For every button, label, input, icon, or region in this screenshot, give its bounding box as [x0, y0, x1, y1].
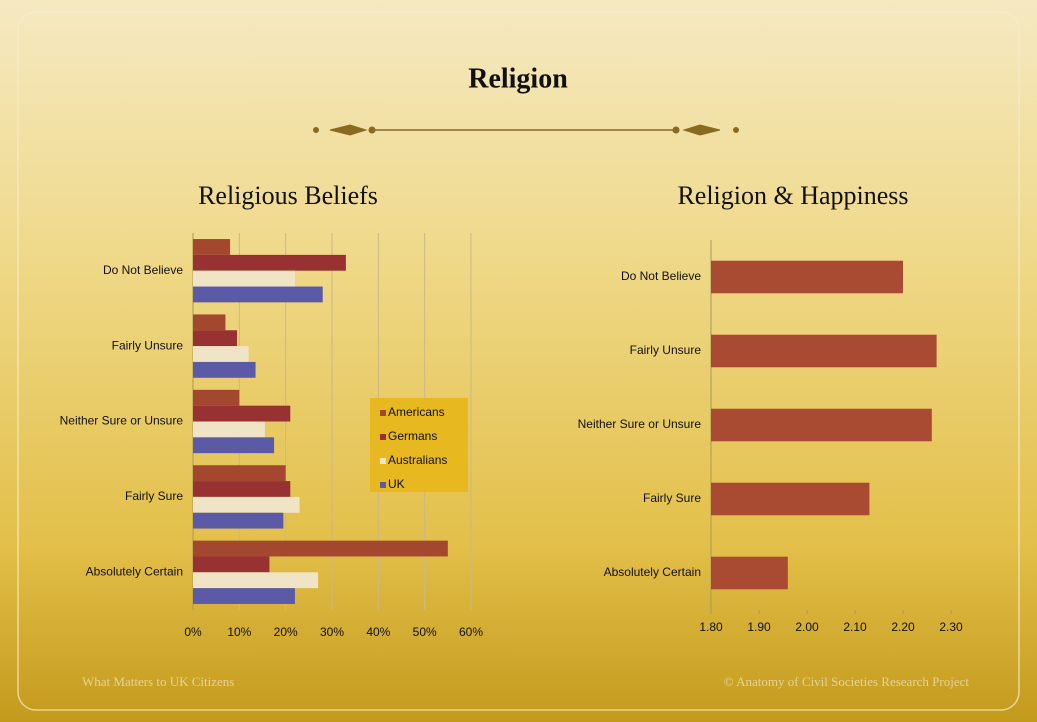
bar	[193, 390, 239, 406]
chart-title: Religious Beliefs	[198, 181, 378, 210]
x-tick-label: 30%	[320, 625, 344, 639]
legend-swatch	[380, 458, 386, 464]
y-tick-label: Absolutely Certain	[86, 564, 183, 578]
legend-swatch	[380, 434, 386, 440]
bar	[193, 406, 290, 422]
bar	[193, 588, 295, 604]
bar	[193, 346, 249, 362]
chart-title: Religion & Happiness	[677, 181, 908, 210]
x-tick-label: 1.80	[699, 620, 723, 634]
y-tick-label: Do Not Believe	[103, 263, 183, 277]
bar	[193, 572, 318, 588]
bar	[193, 465, 286, 481]
footer-right: © Anatomy of Civil Societies Research Pr…	[724, 674, 970, 689]
bar	[193, 556, 269, 572]
y-tick-label: Absolutely Certain	[604, 565, 701, 579]
y-tick-label: Fairly Unsure	[112, 338, 184, 352]
bar	[193, 239, 230, 255]
x-tick-label: 2.30	[939, 620, 963, 634]
legend-swatch	[380, 482, 386, 488]
y-tick-label: Do Not Believe	[621, 269, 701, 283]
bar	[193, 497, 300, 513]
bar	[711, 335, 937, 368]
x-tick-label: 40%	[366, 625, 390, 639]
bar	[193, 255, 346, 271]
footer-left: What Matters to UK Citizens	[82, 674, 234, 689]
x-tick-label: 20%	[274, 625, 298, 639]
bar	[193, 437, 274, 453]
y-tick-label: Neither Sure or Unsure	[578, 417, 702, 431]
bar	[193, 422, 265, 438]
x-tick-label: 2.10	[843, 620, 867, 634]
bar	[193, 362, 256, 378]
x-tick-label: 2.00	[795, 620, 819, 634]
bar	[711, 261, 903, 294]
bar	[193, 513, 283, 529]
y-tick-label: Fairly Sure	[125, 489, 183, 503]
bar	[193, 287, 323, 303]
y-tick-label: Neither Sure or Unsure	[60, 414, 184, 428]
legend-label: Germans	[388, 429, 437, 443]
bar	[193, 330, 237, 346]
page: Religion What Matters to UK Citizens © A…	[0, 0, 1037, 722]
x-tick-label: 2.20	[891, 620, 915, 634]
bar	[711, 557, 788, 590]
x-tick-label: 50%	[413, 625, 437, 639]
x-tick-label: 1.90	[747, 620, 771, 634]
legend-label: UK	[388, 477, 405, 491]
legend-swatch	[380, 410, 386, 416]
bar	[711, 483, 869, 516]
y-tick-label: Fairly Sure	[643, 491, 701, 505]
slide: Religion What Matters to UK Citizens © A…	[0, 0, 1037, 722]
slide-title: Religion	[468, 63, 568, 94]
legend-label: Australians	[388, 453, 447, 467]
x-tick-label: 10%	[227, 625, 251, 639]
x-tick-label: 0%	[184, 625, 202, 639]
bar	[193, 314, 225, 330]
bar	[193, 271, 295, 287]
bar	[193, 541, 448, 557]
legend-label: Americans	[388, 405, 445, 419]
bar	[193, 481, 290, 497]
x-tick-label: 60%	[459, 625, 483, 639]
bar	[711, 409, 932, 442]
y-tick-label: Fairly Unsure	[630, 343, 702, 357]
